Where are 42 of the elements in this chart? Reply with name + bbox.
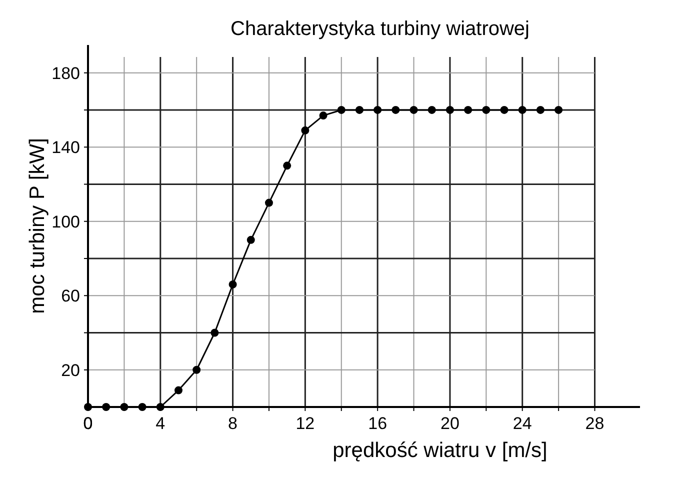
point [536,106,544,114]
y-axis-title: moc turbiny P [kW] [26,138,49,314]
x-tick-label: 0 [83,414,93,433]
point [120,403,128,411]
point [228,280,237,288]
point [283,162,292,170]
point [264,198,273,207]
point [554,106,563,114]
x-tick-label: 20 [440,414,460,433]
point [102,403,110,411]
point [192,366,201,374]
point [500,106,508,114]
x-tick-label: 12 [296,414,315,433]
point [446,106,454,114]
y-tick-label: 100 [52,212,80,232]
point [374,106,382,114]
point [355,106,364,114]
x-tick-label: 24 [512,414,532,433]
x-tick-label: 4 [156,414,166,433]
y-tick-label: 180 [52,64,80,83]
point [428,106,436,114]
point [174,386,182,394]
chart-title: Charakterystyka turbiny wiatrowej [230,18,530,40]
point [319,112,328,120]
point [518,106,526,114]
x-tick-label: 8 [228,414,238,433]
point [156,403,164,411]
point [210,328,219,337]
y-tick-label: 140 [52,138,80,158]
point [337,106,346,114]
y-tick-label: 60 [61,286,80,306]
y-tick-label: 20 [61,360,80,380]
point [246,236,255,244]
x-axis-title: prędkość wiatru v [m/s] [332,439,548,462]
point [482,106,490,114]
point [464,106,472,114]
x-tick-label: 28 [585,414,604,433]
x-tick-label: 16 [368,414,388,433]
point [392,106,400,114]
point [138,403,146,411]
point [410,106,418,114]
point [301,126,310,134]
